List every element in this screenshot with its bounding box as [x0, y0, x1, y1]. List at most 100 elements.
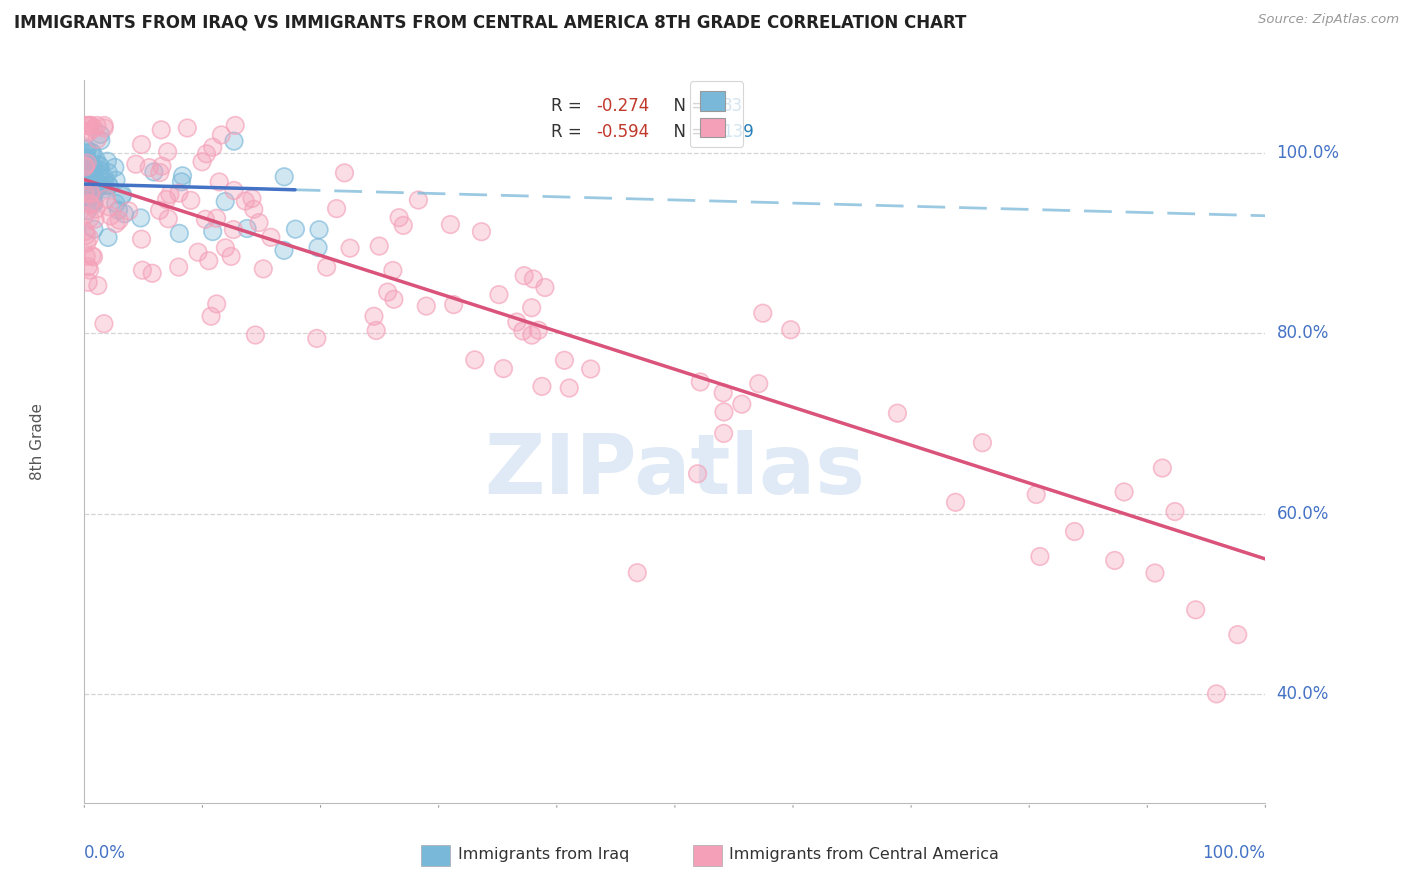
Point [73, 178, 96, 193]
Point [208, 175, 231, 189]
Point [779, 323, 801, 337]
Point [75, 249, 97, 263]
Point [167, 186, 190, 200]
Point [76, 186, 98, 200]
Point [169, 227, 191, 241]
Point [75, 161, 97, 176]
Point [82, 168, 104, 182]
Point [75, 141, 97, 155]
Text: Source: ZipAtlas.com: Source: ZipAtlas.com [1258, 13, 1399, 27]
Point [76, 176, 98, 190]
Point [201, 225, 224, 239]
Point [368, 239, 391, 253]
Point [1104, 553, 1126, 567]
Point [77, 123, 100, 137]
Point [415, 299, 437, 313]
Point [87, 278, 110, 293]
Point [530, 379, 553, 393]
Point [131, 232, 153, 246]
Point [89, 128, 111, 142]
Point [579, 362, 602, 376]
Text: 0.0%: 0.0% [84, 845, 127, 863]
Point [222, 222, 245, 236]
Text: N =: N = [664, 123, 710, 141]
Point [579, 362, 602, 376]
Point [107, 203, 129, 218]
Point [307, 240, 329, 254]
Point [76, 178, 98, 192]
Point [118, 203, 141, 218]
Point [443, 297, 465, 311]
Point [208, 175, 231, 189]
Point [711, 385, 734, 400]
Point [520, 328, 543, 343]
Point [711, 385, 734, 400]
Point [187, 245, 209, 260]
Point [83, 222, 105, 236]
Point [945, 495, 967, 509]
Point [155, 193, 177, 207]
Text: 100.0%: 100.0% [1277, 144, 1340, 161]
Point [201, 140, 224, 154]
Text: 60.0%: 60.0% [1277, 505, 1329, 523]
Point [713, 426, 735, 441]
Point [626, 566, 648, 580]
Point [156, 145, 179, 159]
Point [93, 121, 115, 136]
Point [73, 171, 96, 186]
Point [731, 397, 754, 411]
Point [73, 154, 96, 169]
Point [73, 186, 96, 201]
Text: 8th Grade: 8th Grade [30, 403, 45, 480]
Point [159, 187, 181, 202]
Point [247, 216, 270, 230]
Point [84, 202, 107, 217]
Point [76, 156, 98, 170]
Text: -0.594: -0.594 [596, 123, 650, 141]
Point [80, 185, 103, 199]
Point [972, 435, 994, 450]
Point [76, 151, 98, 165]
Point [201, 225, 224, 239]
Point [252, 261, 274, 276]
Point [93, 170, 115, 185]
Point [155, 193, 177, 207]
Point [260, 230, 283, 244]
Point [149, 203, 172, 218]
Point [520, 301, 543, 315]
Point [187, 245, 209, 260]
Point [149, 165, 172, 179]
Point [98, 178, 121, 193]
Point [83, 197, 105, 211]
Point [96, 154, 118, 169]
Point [76, 161, 98, 175]
Point [80, 186, 103, 200]
Point [363, 310, 385, 324]
Point [75, 166, 97, 180]
Point [222, 222, 245, 236]
Point [76, 151, 98, 165]
Point [97, 230, 120, 244]
Point [86, 180, 108, 194]
Point [284, 222, 307, 236]
Point [76, 189, 98, 203]
Point [84, 152, 107, 166]
Point [75, 228, 97, 243]
Point [333, 166, 356, 180]
Point [75, 171, 97, 186]
Point [80, 196, 103, 211]
Point [408, 193, 430, 207]
Point [527, 323, 550, 337]
Point [73, 160, 96, 174]
Point [1205, 687, 1227, 701]
Point [530, 379, 553, 393]
Point [307, 240, 329, 254]
Point [83, 194, 105, 209]
Point [89, 128, 111, 142]
Point [75, 153, 97, 167]
Point [308, 223, 330, 237]
Point [96, 192, 118, 206]
Point [77, 119, 100, 133]
Point [325, 202, 347, 216]
Point [195, 146, 218, 161]
